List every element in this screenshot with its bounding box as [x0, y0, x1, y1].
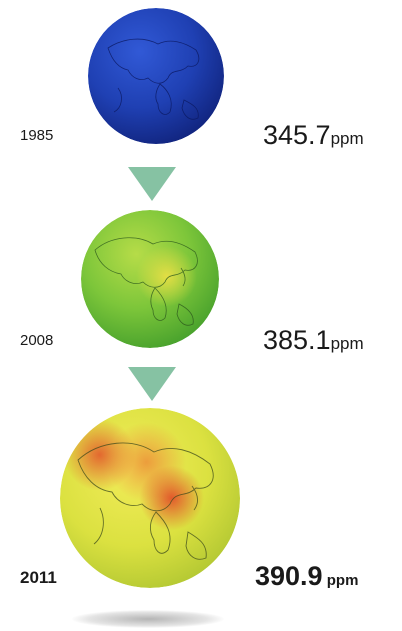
- year-label-2008: 2008: [20, 332, 54, 349]
- co2-value-2008: 385.1: [263, 325, 331, 355]
- globe-2008-image: [81, 210, 219, 348]
- year-label-2011: 2011: [20, 568, 57, 587]
- co2-unit-2008: ppm: [330, 334, 364, 353]
- co2-unit-2011: ppm: [323, 572, 359, 589]
- co2-value-1985: 345.7: [263, 120, 331, 150]
- co2-value-2011: 390.9: [255, 561, 323, 591]
- co2-reading-2011: 390.9 ppm: [255, 563, 358, 590]
- down-arrow-icon: [128, 167, 176, 201]
- down-arrow-icon: [128, 367, 176, 401]
- co2-reading-2008: 385.1ppm: [263, 327, 364, 354]
- co2-unit-1985: ppm: [330, 129, 364, 148]
- globe-2011-image: [60, 408, 240, 588]
- co2-reading-1985: 345.7ppm: [263, 122, 364, 149]
- globe-shadow: [72, 610, 224, 628]
- globe-1985-image: [88, 8, 224, 144]
- co2-unit-2011-text: ppm: [326, 572, 359, 589]
- year-label-1985: 1985: [20, 127, 54, 144]
